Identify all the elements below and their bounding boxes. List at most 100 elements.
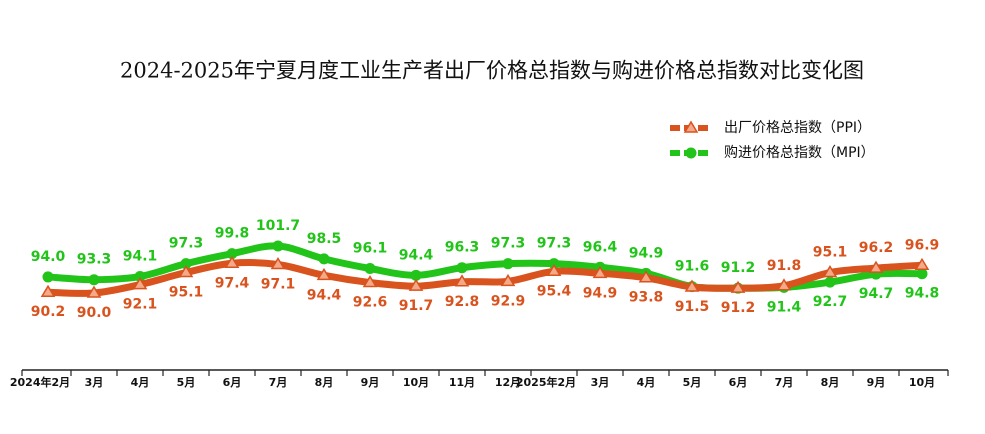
point-marker (226, 248, 238, 260)
data-label: 94.8 (905, 286, 940, 302)
data-label: 91.6 (675, 259, 710, 275)
data-label: 97.3 (169, 236, 204, 252)
x-tick-label: 8月 (821, 376, 840, 389)
x-tick-label: 7月 (775, 376, 794, 389)
x-tick-label: 9月 (867, 376, 886, 389)
x-tick-label: 5月 (683, 376, 702, 389)
legend-marker (683, 120, 699, 133)
data-label: 91.2 (721, 260, 756, 276)
point-marker (592, 265, 608, 279)
point-marker (454, 274, 470, 287)
point-marker (456, 262, 468, 274)
point-marker (42, 271, 54, 283)
legend-label: 购进价格总指数（MPI） (724, 145, 875, 161)
data-label: 95.1 (813, 245, 848, 261)
point-marker (86, 285, 102, 298)
data-label: 93.8 (629, 290, 664, 306)
data-label: 95.4 (537, 283, 572, 299)
point-marker (224, 255, 240, 269)
point-marker (868, 260, 884, 273)
x-tick-label: 4月 (131, 376, 150, 389)
data-label: 98.5 (307, 231, 342, 247)
point-marker (638, 270, 654, 283)
data-label: 94.9 (629, 245, 664, 261)
legend-label: 出厂价格总指数（PPI） (724, 120, 871, 136)
point-marker (134, 271, 146, 283)
data-label: 96.1 (353, 240, 388, 256)
data-label: 94.9 (583, 285, 618, 301)
data-label: 94.4 (399, 247, 434, 263)
point-marker (822, 265, 838, 278)
point-marker (546, 263, 562, 277)
x-tick-label: 7月 (269, 376, 288, 389)
point-marker (410, 269, 422, 281)
data-label: 95.1 (169, 285, 204, 301)
x-tick-label: 9月 (361, 376, 380, 389)
x-tick-label: 5月 (177, 376, 196, 389)
data-label: 96.9 (905, 237, 940, 253)
point-marker (88, 274, 100, 286)
data-label: 101.7 (256, 218, 300, 234)
data-label: 92.9 (491, 293, 526, 309)
data-label: 99.8 (215, 226, 250, 242)
point-marker (824, 276, 836, 288)
data-label: 97.3 (491, 236, 526, 252)
data-label: 92.6 (353, 295, 388, 311)
data-label: 92.1 (123, 297, 158, 313)
data-label: 91.7 (399, 298, 434, 314)
x-tick-label: 2024年2月 (10, 375, 70, 389)
x-tick-label: 8月 (315, 376, 334, 389)
data-label: 97.4 (215, 275, 250, 291)
data-label: 94.1 (123, 249, 158, 265)
point-marker (914, 257, 930, 271)
data-label: 92.7 (813, 294, 848, 310)
x-tick-label: 4月 (637, 376, 656, 389)
point-marker (776, 278, 792, 291)
point-marker (502, 258, 514, 270)
data-label: 94.4 (307, 287, 342, 303)
data-label: 91.8 (767, 258, 802, 274)
data-label: 90.2 (31, 304, 66, 320)
chart-title: 2024-2025年宁夏月度工业生产者出厂价格总指数与购进价格总指数对比变化图 (120, 59, 864, 83)
data-label: 96.2 (859, 240, 894, 256)
point-marker (408, 278, 424, 291)
x-tick-label: 11月 (449, 376, 475, 389)
data-label: 91.2 (721, 300, 756, 316)
x-tick-label: 2025年2月 (516, 375, 576, 389)
legend-marker (685, 147, 697, 159)
point-marker (364, 262, 376, 274)
data-label: 91.4 (767, 299, 802, 315)
point-marker (272, 240, 284, 252)
x-tick-label: 6月 (223, 376, 242, 389)
data-label: 94.7 (859, 286, 894, 302)
point-marker (180, 258, 192, 270)
data-label: 96.3 (445, 240, 480, 256)
data-label: 93.3 (77, 252, 112, 268)
point-marker (730, 280, 746, 293)
point-marker (40, 284, 56, 297)
x-tick-label: 10月 (909, 376, 935, 389)
data-label: 91.5 (675, 299, 710, 315)
x-tick-label: 12月 (495, 376, 521, 389)
x-tick-label: 3月 (591, 376, 610, 389)
point-marker (362, 275, 378, 288)
point-marker (500, 273, 516, 287)
point-marker (132, 277, 148, 290)
point-marker (318, 253, 330, 265)
data-label: 96.4 (583, 239, 618, 255)
data-label: 94.0 (31, 249, 66, 265)
point-marker (270, 257, 286, 270)
point-marker (684, 279, 700, 292)
point-marker (916, 268, 928, 280)
data-label: 92.8 (445, 294, 480, 310)
x-tick-label: 6月 (729, 376, 748, 389)
data-label: 97.1 (261, 276, 296, 292)
point-marker (178, 265, 194, 278)
point-marker (548, 258, 560, 270)
point-marker (316, 267, 332, 281)
x-tick-label: 3月 (85, 376, 104, 389)
data-label: 90.0 (77, 305, 112, 321)
data-label: 97.3 (537, 236, 572, 252)
x-tick-label: 10月 (403, 376, 429, 389)
